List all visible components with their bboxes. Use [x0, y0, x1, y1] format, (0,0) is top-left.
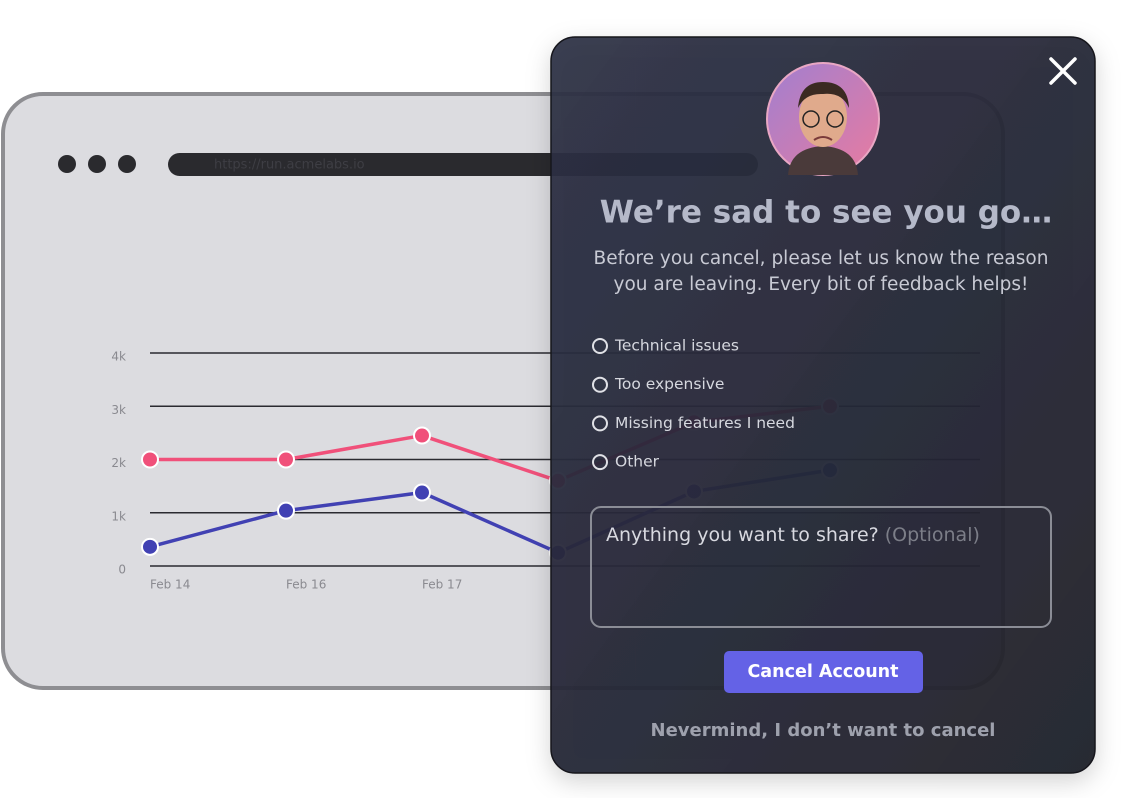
radio-button[interactable]	[592, 415, 608, 432]
y-tick-label: 3k	[111, 403, 126, 417]
data-point	[413, 426, 431, 445]
option-label: Technical issues	[614, 337, 739, 355]
data-point	[277, 450, 295, 469]
data-point	[413, 483, 431, 502]
radio-button[interactable]	[592, 454, 608, 471]
y-tick-label: 0	[118, 563, 126, 577]
modal-title: We’re sad to see you go…	[600, 195, 1052, 231]
textarea-placeholder: Anything you want to share? (Optional)	[606, 524, 980, 546]
radio-button[interactable]	[592, 338, 608, 354]
x-tick-label: Feb 16	[286, 578, 326, 592]
avatar	[766, 62, 880, 176]
url-text: https://run.acmelabs.io	[214, 158, 365, 173]
placeholder-text: Anything you want to share?	[606, 524, 879, 546]
x-tick-label: Feb 14	[150, 578, 190, 592]
window-dot	[58, 155, 76, 173]
data-point	[141, 450, 159, 469]
feedback-textarea[interactable]	[590, 506, 1052, 628]
cancel-account-button[interactable]	[724, 651, 923, 693]
option-label: Missing features I need	[615, 414, 795, 432]
window-dot	[88, 155, 106, 173]
radio-button[interactable]	[592, 376, 608, 393]
options: Technical issues Too expensive Missing fea…	[592, 337, 795, 471]
data-point	[277, 501, 295, 520]
button-label: Cancel Account	[747, 662, 898, 682]
y-tick-label: 1k	[111, 509, 126, 523]
modal-message: you are leaving. Every bit of feedback h…	[614, 274, 1029, 295]
option-label: Other	[615, 453, 660, 471]
window-dot	[118, 155, 136, 173]
placeholder-hint: (Optional)	[885, 524, 980, 546]
close-button[interactable]	[1049, 57, 1077, 85]
data-point	[141, 537, 159, 556]
nevermind-link[interactable]: Nevermind, I don’t want to cancel	[651, 720, 996, 741]
x-tick-label: Feb 17	[422, 578, 462, 592]
y-tick-label: 2k	[111, 456, 126, 470]
modal	[550, 36, 1096, 774]
modal-message: Before you cancel, please let us know th…	[594, 248, 1049, 269]
option-label: Too expensive	[614, 375, 724, 393]
y-tick-label: 4k	[111, 350, 126, 364]
